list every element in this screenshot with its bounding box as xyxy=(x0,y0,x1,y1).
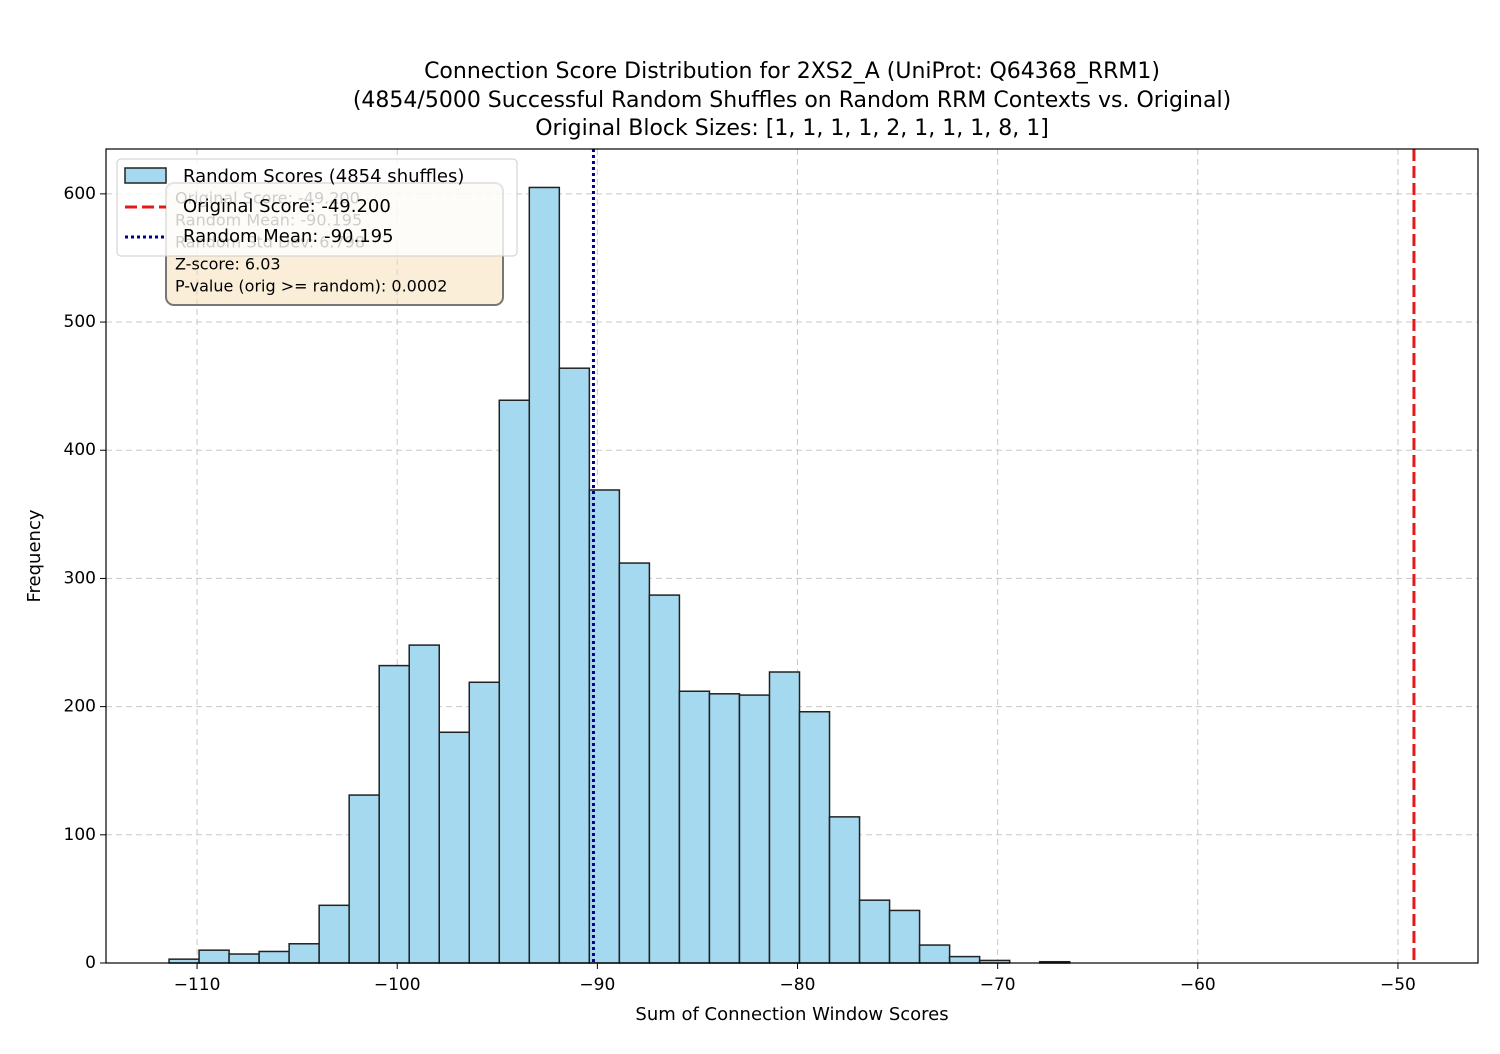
bar xyxy=(918,944,951,964)
bar xyxy=(378,664,410,964)
bar xyxy=(858,899,891,964)
bar xyxy=(558,367,591,964)
bar xyxy=(228,953,260,964)
axes-frame xyxy=(105,148,1479,964)
bar xyxy=(798,710,831,964)
bar xyxy=(648,594,681,964)
x-axis-label: Sum of Connection Window Scores xyxy=(635,1004,948,1025)
bar xyxy=(828,816,861,964)
bar xyxy=(348,794,380,964)
legend-label: Original Score: -49.200 xyxy=(183,196,391,217)
chart-title: Original Block Sizes: [1, 1, 1, 1, 2, 1,… xyxy=(535,116,1049,141)
x-tick-label: −80 xyxy=(780,975,816,995)
x-tick-label: −70 xyxy=(980,975,1016,995)
bar xyxy=(768,671,801,964)
y-tick-label: 600 xyxy=(64,184,96,204)
bar xyxy=(888,909,921,964)
y-tick-label: 500 xyxy=(64,312,96,332)
x-tick-label: −110 xyxy=(174,975,221,995)
legend-label: Random Mean: -90.195 xyxy=(183,226,394,247)
bar xyxy=(738,694,771,964)
x-tick-label: −100 xyxy=(374,975,421,995)
y-axis-label: Frequency xyxy=(24,509,45,602)
legend-box xyxy=(116,158,518,257)
chart-title: (4854/5000 Successful Random Shuffles on… xyxy=(353,88,1231,113)
bar xyxy=(528,186,561,964)
bar xyxy=(288,943,320,964)
bar xyxy=(318,904,350,964)
bar xyxy=(498,399,531,964)
stats-text: P-value (orig >= random): 0.0002 xyxy=(175,277,447,296)
bar xyxy=(618,562,651,964)
x-tick-label: −60 xyxy=(1180,975,1216,995)
bar xyxy=(468,681,501,964)
bar xyxy=(948,955,981,964)
y-tick-label: 300 xyxy=(64,568,96,588)
y-tick-label: 100 xyxy=(64,825,96,845)
legend-label: Random Scores (4854 shuffles) xyxy=(183,166,464,187)
bar xyxy=(438,731,471,964)
chart-title: Connection Score Distribution for 2XS2_A… xyxy=(424,59,1160,84)
y-tick-label: 0 xyxy=(85,953,96,973)
bar xyxy=(678,690,711,964)
legend-swatch xyxy=(124,167,167,184)
bar xyxy=(408,644,440,964)
x-tick-label: −90 xyxy=(579,975,615,995)
bar xyxy=(708,693,741,964)
y-tick-label: 400 xyxy=(64,440,96,460)
y-tick-label: 200 xyxy=(64,697,96,717)
stats-text: Z-score: 6.03 xyxy=(175,255,281,274)
bar xyxy=(198,949,230,964)
bar xyxy=(258,950,290,964)
x-tick-label: −50 xyxy=(1380,975,1416,995)
